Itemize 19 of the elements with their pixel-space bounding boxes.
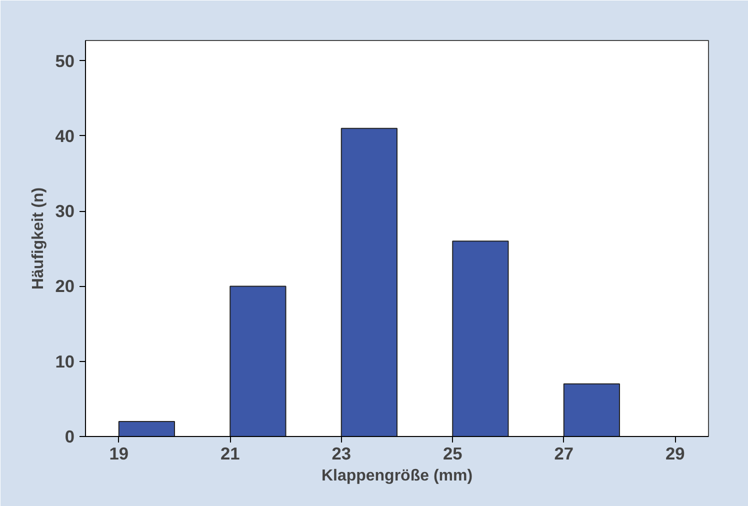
x-tick-label: 21 — [220, 444, 240, 464]
bar — [340, 128, 398, 436]
bar — [230, 286, 286, 436]
x-tick-label: 27 — [554, 444, 574, 464]
y-axis-title: Häufigkeit (n) — [30, 187, 48, 290]
x-tick-label: 25 — [442, 444, 463, 464]
y-tick-label: 0 — [64, 426, 75, 446]
y-tick-label: 30 — [55, 201, 75, 222]
y-tick-label: 40 — [55, 126, 75, 146]
bar — [563, 383, 620, 436]
y-tick-label: 10 — [55, 351, 75, 372]
bar — [452, 240, 509, 436]
y-tick-label: 20 — [55, 276, 75, 296]
bar — [118, 420, 175, 436]
y-tick-label: 50 — [55, 50, 75, 71]
x-tick-label: 29 — [665, 444, 685, 464]
x-tick-label: 23 — [332, 444, 352, 464]
x-axis-title: Klappengröße (mm) — [321, 468, 473, 484]
x-tick-label: 19 — [109, 444, 129, 464]
